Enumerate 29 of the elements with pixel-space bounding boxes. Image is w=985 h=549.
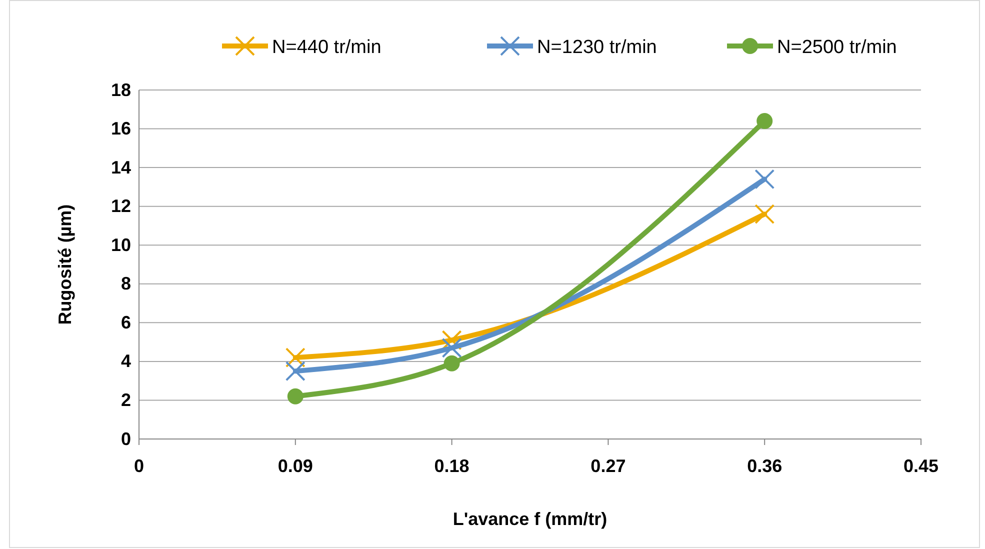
point	[754, 204, 775, 224]
point	[287, 388, 304, 404]
y-tick-label: 8	[120, 274, 131, 294]
legend-label: N=2500 tr/min	[777, 37, 897, 58]
point	[442, 338, 462, 358]
legend-label: N=1230 tr/min	[537, 37, 657, 58]
point	[285, 361, 306, 382]
y-tick-label: 14	[110, 157, 131, 178]
y-tick-label: 10	[110, 234, 131, 255]
x-tick-label: 0.45	[903, 456, 939, 476]
point	[444, 355, 460, 372]
y-axis-title: Rugosité (µm)	[55, 204, 75, 325]
y-tick-label: 12	[110, 196, 131, 216]
point	[754, 169, 775, 190]
x-tick-label: 0.36	[747, 456, 782, 476]
y-tick-label: 16	[110, 118, 131, 139]
x-tick-label: 0.18	[434, 456, 470, 476]
y-tick-label: 0	[120, 428, 131, 449]
y-tick-label: 2	[120, 390, 131, 410]
x-tick-label: 0	[134, 456, 144, 476]
y-tick-label: 4	[120, 351, 131, 372]
y-tick-label: 18	[110, 80, 131, 100]
x-tick-label: 0.09	[278, 456, 313, 476]
y-tick-label: 6	[120, 312, 131, 332]
point	[756, 113, 773, 130]
legend-label: N=440 tr/min	[272, 37, 382, 58]
x-axis-title: L'avance f (mm/tr)	[452, 509, 608, 529]
point	[285, 348, 306, 368]
x-tick-label: 0.27	[590, 456, 626, 476]
